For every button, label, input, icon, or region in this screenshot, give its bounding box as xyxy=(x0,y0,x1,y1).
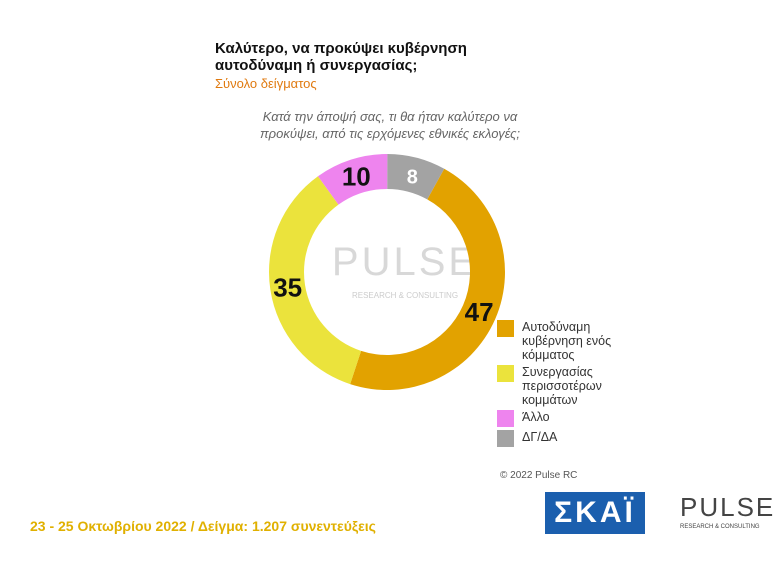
donut-segment xyxy=(317,154,388,205)
legend-item: ΔΓ/ΔΑ xyxy=(497,430,622,447)
title: Καλύτερο, να προκύψει κυβέρνηση αυτοδύνα… xyxy=(215,40,467,74)
watermark: PULSE xyxy=(332,240,478,284)
donut-segment xyxy=(268,176,362,385)
title-line: Καλύτερο, να προκύψει κυβέρνηση xyxy=(215,40,467,57)
legend-label: ΔΓ/ΔΑ xyxy=(522,430,558,444)
legend: Αυτοδύναμη κυβέρνηση ενός κόμματος Συνεργ… xyxy=(497,320,622,450)
legend-label: Αυτοδύναμη κυβέρνηση ενός κόμματος xyxy=(522,320,612,362)
value-label: 10 xyxy=(342,161,371,191)
legend-swatch xyxy=(497,410,514,427)
legend-swatch xyxy=(497,365,514,382)
logo-pulse: PULSE xyxy=(680,492,776,522)
logo-pulse-sub: RESEARCH & CONSULTING xyxy=(680,524,760,530)
logo-skai: ΣΚΑΪ xyxy=(545,492,645,534)
legend-label: Άλλο xyxy=(522,410,550,424)
value-label: 35 xyxy=(273,272,302,302)
legend-swatch xyxy=(497,320,514,337)
donut-segment xyxy=(387,154,445,200)
legend-item: Άλλο xyxy=(497,410,622,427)
fieldwork: 23 - 25 Οκτωβρίου 2022 / Δείγμα: 1.207 σ… xyxy=(30,518,376,534)
copyright: © 2022 Pulse RC xyxy=(500,470,578,481)
question: Κατά την άποψή σας, τι θα ήταν καλύτερο … xyxy=(259,109,521,141)
donut-segment xyxy=(350,168,506,391)
legend-item: Αυτοδύναμη κυβέρνηση ενός κόμματος xyxy=(497,320,622,362)
title-line: αυτοδύναμη ή συνεργασίας; xyxy=(215,57,418,74)
legend-item: Συνεργασίας περισσοτέρων κομμάτων xyxy=(497,365,622,407)
value-label: 8 xyxy=(407,167,418,189)
watermark-sub: RESEARCH & CONSULTING xyxy=(352,291,458,300)
value-label: 47 xyxy=(465,297,494,327)
subtitle: Σύνολο δείγματος xyxy=(215,76,317,91)
legend-label: Συνεργασίας περισσοτέρων κομμάτων xyxy=(522,365,602,407)
legend-swatch xyxy=(497,430,514,447)
